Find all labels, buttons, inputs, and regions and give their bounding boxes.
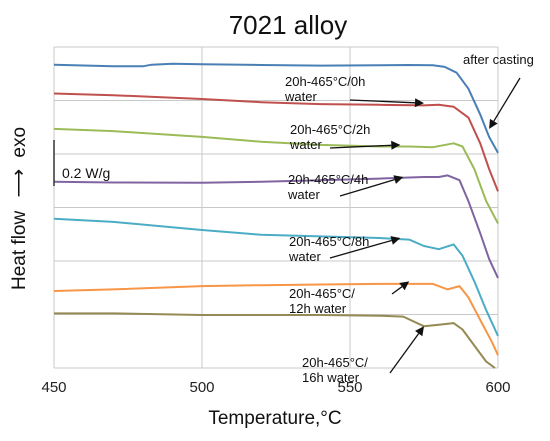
- exo-arrow-icon: ⟶: [8, 169, 30, 198]
- x-tick-labels: 450 500 550 600: [41, 379, 510, 396]
- annotation-arrow: [389, 333, 420, 374]
- annotation-arrow: [329, 239, 392, 259]
- annotation-arrowhead: [489, 118, 498, 129]
- annotation-label: 20h-465°C/4h water: [287, 172, 368, 202]
- series-line-6: [53, 282, 499, 356]
- annotation-arrowhead: [399, 281, 410, 291]
- x-tick-label: 500: [189, 379, 214, 396]
- series-line-2: [53, 92, 499, 192]
- annotation-label: 20h-465°C/16h water: [302, 355, 368, 385]
- annotation-label: after casting: [463, 52, 534, 67]
- annotation-arrowhead: [390, 236, 401, 245]
- x-tick-label: 600: [485, 379, 510, 396]
- scale-bar-label: 0.2 W/g: [62, 165, 110, 181]
- series-line-4: [53, 174, 499, 279]
- series-line-3: [53, 127, 499, 224]
- series-line-5: [53, 217, 499, 337]
- annotation-arrow: [493, 77, 521, 122]
- x-axis-label: Temperature,°C: [208, 408, 341, 429]
- annotation-label: 20h-465°C/2h water: [289, 122, 370, 152]
- x-tick-label: 450: [41, 379, 66, 396]
- y-axis-label: Heat flow ⟶ exo: [8, 127, 30, 290]
- series-line-1: [53, 62, 499, 154]
- annotation-label: 20h-465°C/12h water: [289, 286, 355, 316]
- annotation-label: 20h-465°C/0h water: [284, 74, 365, 104]
- annotation-arrowhead: [393, 175, 404, 184]
- annotation-arrow: [349, 99, 416, 104]
- chart-title: 7021 alloy: [229, 10, 348, 40]
- annotation-label: 20h-465°C/8h water: [288, 234, 369, 264]
- series-line-7: [54, 312, 496, 369]
- annotations: after casting 20h-465°C/0h water 20h-465°C/…: [284, 52, 534, 385]
- annotation-arrow: [339, 178, 395, 197]
- annotation-arrowhead: [415, 326, 424, 337]
- y-axis-label-main: Heat flow: [9, 211, 30, 290]
- y-axis-label-exo: exo: [9, 127, 30, 158]
- series-lines: [53, 62, 499, 369]
- x-tick-label: 550: [337, 379, 362, 396]
- annotation-arrow: [391, 286, 403, 295]
- annotation-arrow: [329, 144, 392, 149]
- y-axis-label-group: Heat flow ⟶ exo: [8, 127, 30, 290]
- annotation-arrowhead: [414, 98, 424, 108]
- annotation-arrowhead: [391, 140, 401, 150]
